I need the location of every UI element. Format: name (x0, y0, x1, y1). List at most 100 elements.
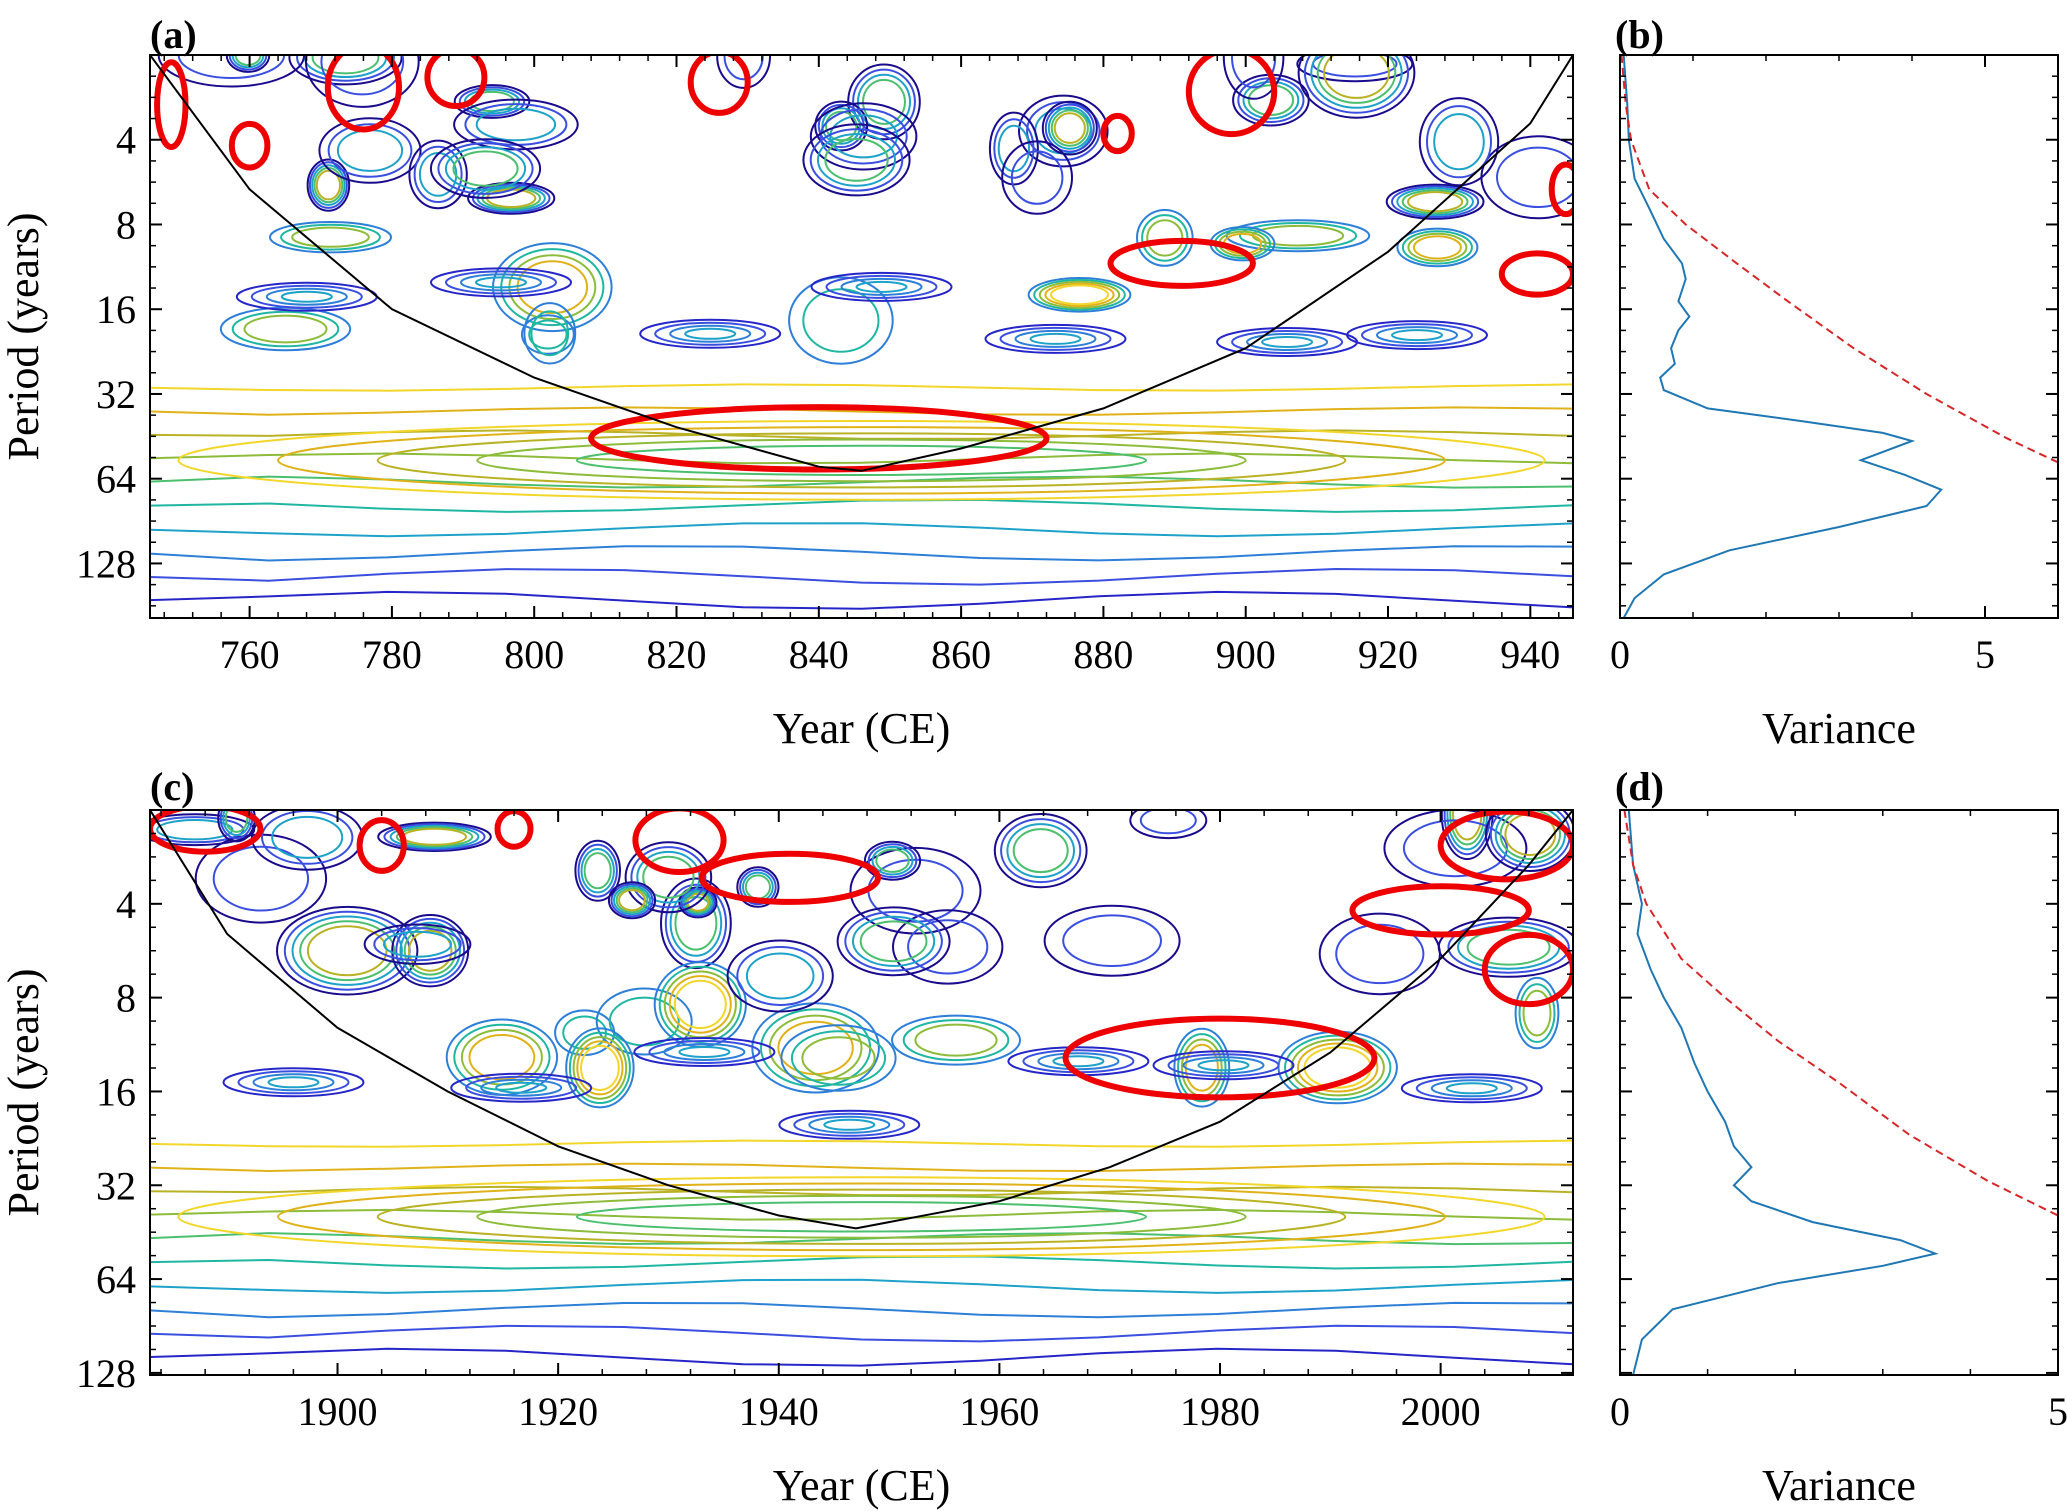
contour-line (467, 181, 556, 215)
contour-line (669, 324, 752, 343)
contour-line (1522, 989, 1552, 1037)
contour-line (1415, 1076, 1528, 1101)
contour-line (150, 383, 1573, 392)
contour-line (1044, 282, 1115, 307)
contour-line (891, 1014, 1021, 1066)
contour-line (363, 923, 472, 965)
contour-line (1047, 106, 1092, 150)
panel-b: 0 5 Variance (b) (1610, 12, 2059, 753)
contour-line (817, 133, 896, 187)
contour-line (1053, 112, 1086, 144)
contour-line (450, 1072, 593, 1103)
y-tick-label: 64 (96, 457, 136, 502)
contour-line (1396, 227, 1479, 268)
contour-line (580, 848, 615, 894)
contour-field-c (150, 810, 1573, 1367)
axes-frame-a (149, 54, 1574, 619)
contour-line (999, 326, 1112, 351)
x-tick-label: 5 (1975, 632, 1995, 677)
panel-label-d: (d) (1615, 764, 1664, 809)
contour-line (1029, 332, 1082, 345)
contour-line (243, 314, 328, 344)
contour-line (280, 223, 381, 251)
axes-frame-d (1619, 809, 2059, 1376)
contour-line (150, 406, 1573, 416)
contour-line (780, 1024, 897, 1092)
significant-region-a-4 (228, 120, 271, 171)
contour-line (745, 952, 815, 1000)
contour-line (788, 276, 894, 365)
contour-line (744, 874, 772, 900)
contour-line (453, 84, 531, 119)
contour-line (377, 821, 492, 852)
contour-line (1310, 55, 1403, 109)
contour-line (825, 274, 938, 299)
contour-line (825, 110, 858, 142)
contour-line (716, 55, 771, 89)
contour-line (1514, 976, 1560, 1050)
significance-line-d (1623, 810, 2058, 1217)
contour-line (267, 1076, 320, 1089)
contour-line (408, 139, 468, 210)
contour-line (224, 810, 249, 833)
contour-line (1001, 140, 1073, 215)
contour-line (723, 55, 764, 81)
x-tick-label: 1940 (739, 1389, 819, 1434)
contour-line (790, 1030, 887, 1086)
contour-line (859, 920, 928, 963)
contour-line (1335, 923, 1425, 985)
contour-line (680, 888, 716, 917)
significant-region-a-2 (1498, 250, 1573, 298)
contour-line (684, 891, 712, 914)
x-axis-title: Variance (1762, 1461, 1916, 1510)
contour-line (336, 129, 404, 172)
x-tick-label: 1920 (518, 1389, 598, 1434)
contour-line (1129, 810, 1208, 840)
contour-line (234, 55, 262, 66)
y-axis-title: Period (years) (0, 212, 48, 460)
contour-line (824, 138, 889, 182)
contour-line (402, 827, 467, 846)
y-tick-label: 64 (96, 1257, 136, 1302)
contour-line (288, 55, 403, 86)
significant-region-a-3 (1548, 161, 1573, 218)
contour-line (576, 1040, 624, 1096)
contour-line (1445, 1082, 1498, 1095)
x-tick-label: 800 (504, 632, 564, 677)
contour-line (840, 277, 923, 296)
x-tick-label: 760 (220, 632, 280, 677)
contour-line (907, 919, 989, 975)
contour-line (150, 452, 1573, 465)
contour-line (476, 438, 1247, 483)
contour-line (389, 824, 480, 849)
x-tick-label: 840 (789, 632, 849, 677)
contour-line (313, 167, 344, 204)
contour-line (306, 158, 351, 212)
significant-region-c-7 (632, 810, 727, 875)
contour-line (1316, 55, 1397, 104)
contour-line (809, 102, 918, 171)
spectrum-line-d (1627, 810, 1939, 1375)
contour-line (150, 567, 1573, 586)
contour-line (271, 815, 344, 859)
contour-line (568, 1031, 631, 1105)
contour-line (311, 164, 346, 207)
significant-region-a-1 (1107, 237, 1256, 289)
contour-line (682, 889, 714, 916)
contour-line (1012, 828, 1069, 874)
contour-line (862, 78, 906, 125)
contour-line (1496, 146, 1573, 208)
contour-line (1246, 333, 1329, 351)
significance-line-b (1620, 55, 2058, 464)
x-tick-label: 1900 (298, 1389, 378, 1434)
y-axis-title: Period (years) (0, 968, 48, 1216)
contour-line (726, 939, 834, 1013)
contour-line (452, 150, 519, 187)
spectrum-line-b (1622, 55, 1943, 618)
significant-region-a-6 (424, 55, 488, 109)
significant-region-c-3 (1481, 931, 1573, 1008)
contour-line (150, 1255, 1573, 1270)
contour-line (1499, 810, 1561, 860)
panel-label-c: (c) (150, 764, 194, 809)
contour-line (802, 123, 911, 197)
